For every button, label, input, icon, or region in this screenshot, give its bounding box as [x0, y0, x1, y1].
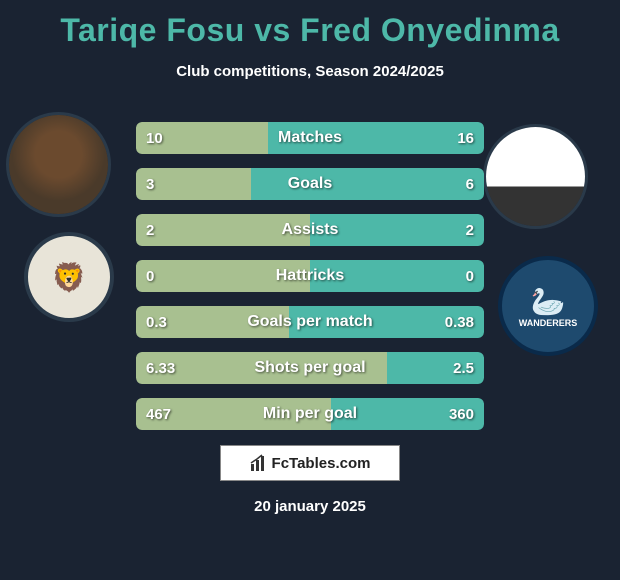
stat-row: 467Min per goal360	[136, 398, 484, 430]
stat-value-right: 6	[466, 168, 474, 200]
club-crest-icon: 🦢 WANDERERS	[502, 260, 594, 352]
stat-value-right: 2.5	[453, 352, 474, 384]
player-left-club-badge: 🦁	[24, 232, 114, 322]
stat-label: Min per goal	[136, 398, 484, 430]
avatar-placeholder-icon	[486, 127, 585, 226]
player-right-club-badge: 🦢 WANDERERS	[498, 256, 598, 356]
stat-label: Matches	[136, 122, 484, 154]
footer-date: 20 january 2025	[0, 498, 620, 515]
stat-row: 3Goals6	[136, 168, 484, 200]
stat-value-right: 0	[466, 260, 474, 292]
stats-table: 10Matches16 3Goals6 2Assists2 0Hattricks0 0.…	[136, 122, 484, 444]
stat-label: Shots per goal	[136, 352, 484, 384]
stat-row: 0Hattricks0	[136, 260, 484, 292]
stat-label: Goals	[136, 168, 484, 200]
stat-value-right: 2	[466, 214, 474, 246]
fctables-logo: FcTables.com	[220, 445, 400, 481]
stat-row: 0.3Goals per match0.38	[136, 306, 484, 338]
stat-label: Assists	[136, 214, 484, 246]
stat-label: Goals per match	[136, 306, 484, 338]
logo-text: FcTables.com	[272, 455, 371, 472]
stat-value-right: 360	[449, 398, 474, 430]
player-left-avatar	[6, 112, 111, 217]
comparison-subtitle: Club competitions, Season 2024/2025	[0, 63, 620, 80]
stat-row: 6.33Shots per goal2.5	[136, 352, 484, 384]
stat-value-right: 0.38	[445, 306, 474, 338]
stat-row: 10Matches16	[136, 122, 484, 154]
stat-row: 2Assists2	[136, 214, 484, 246]
avatar-placeholder-icon	[9, 115, 108, 214]
club-crest-icon: 🦁	[28, 236, 110, 318]
stat-label: Hattricks	[136, 260, 484, 292]
player-right-avatar	[483, 124, 588, 229]
stat-value-right: 16	[457, 122, 474, 154]
chart-icon	[250, 454, 268, 472]
comparison-title: Tariqe Fosu vs Fred Onyedinma	[0, 0, 620, 49]
